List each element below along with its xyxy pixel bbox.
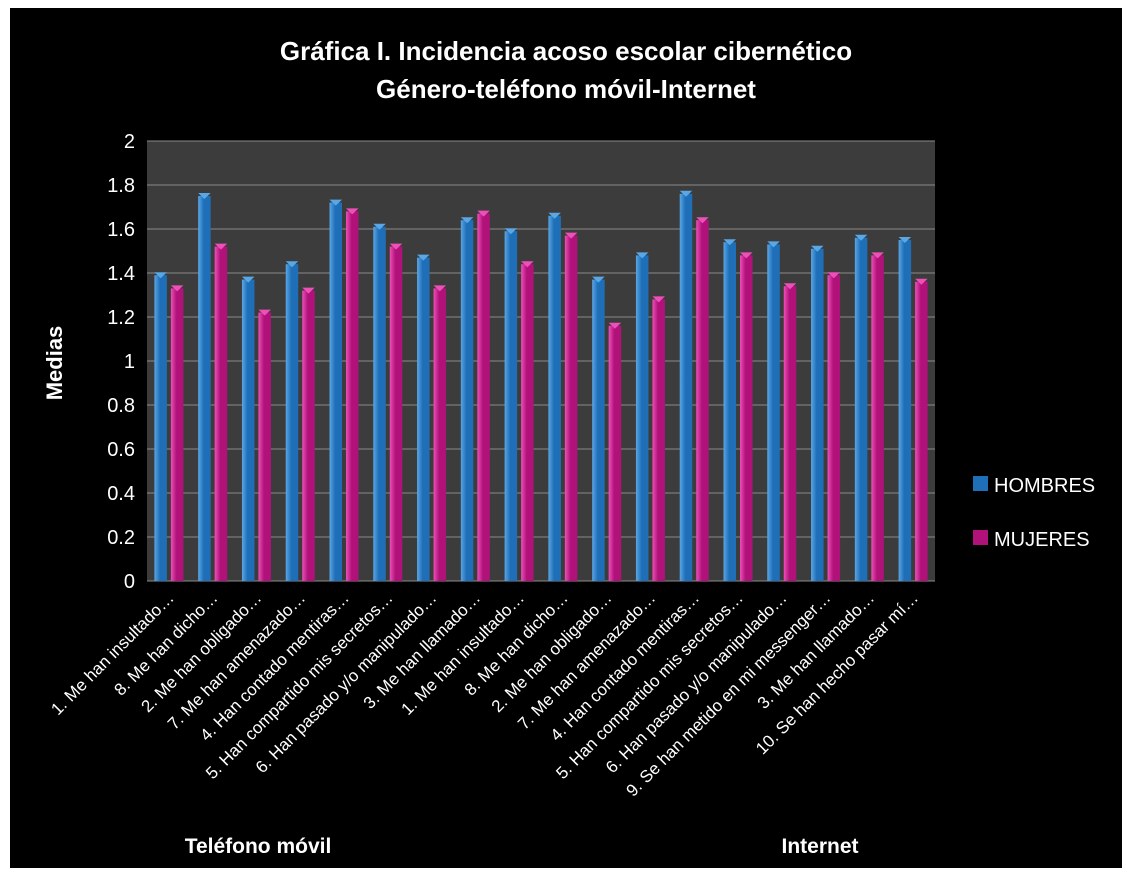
- bar-mujeres: [696, 220, 709, 581]
- bar-mujeres: [783, 286, 797, 581]
- legend-label-mujeres: MUJERES: [994, 529, 1090, 551]
- bar-hombres: [679, 193, 693, 582]
- bar-mujeres: [652, 299, 665, 581]
- bar-hombres: [811, 248, 824, 582]
- chart-svg: Gráfica I. Incidencia acoso escolar cibe…: [42, 36, 1095, 858]
- y-tick-label: 1.2: [107, 307, 135, 329]
- bar-hombres: [198, 196, 211, 581]
- bar-mujeres: [433, 288, 447, 581]
- bar-mujeres: [258, 312, 271, 581]
- bar-mujeres: [915, 281, 928, 581]
- bar-mujeres-cap: [302, 287, 315, 294]
- bar-mujeres-cap: [214, 243, 228, 250]
- bar-mujeres-cap: [871, 252, 884, 259]
- bar-hombres: [504, 231, 518, 581]
- group-label-internet: Internet: [781, 835, 858, 858]
- bar-mujeres: [389, 246, 403, 581]
- chart-title: Gráfica I. Incidencia acoso escolar cibe…: [280, 36, 852, 66]
- y-tick-label: 0.2: [107, 527, 135, 549]
- bar-mujeres: [477, 213, 490, 581]
- bar-hombres-cap: [679, 190, 693, 197]
- bar-hombres: [635, 255, 649, 581]
- bar-hombres-cap: [198, 193, 211, 199]
- chart-subtitle: Género-teléfono móvil-Internet: [376, 74, 756, 104]
- bar-mujeres: [346, 211, 359, 581]
- bar-mujeres-cap: [608, 322, 622, 329]
- bar-mujeres-cap: [915, 278, 928, 285]
- bar-hombres-cap: [460, 217, 474, 224]
- bar-mujeres: [871, 255, 884, 581]
- bar-hombres: [898, 240, 912, 581]
- bar-hombres: [592, 279, 605, 581]
- y-tick-label: 0.6: [107, 439, 135, 461]
- bar-hombres-cap: [329, 199, 342, 206]
- bar-mujeres-cap: [346, 208, 359, 215]
- bar-mujeres: [170, 288, 184, 581]
- bar-mujeres-cap: [433, 285, 447, 292]
- x-axis-labels: 1. Me han insultado…8. Me han dicho…2. M…: [47, 588, 922, 800]
- bar-hombres: [285, 264, 299, 581]
- legend-label-hombres: HOMBRES: [994, 475, 1095, 497]
- bar-hombres-cap: [504, 228, 518, 235]
- grid-lines: [147, 140, 935, 582]
- bar-mujeres-cap: [696, 217, 709, 224]
- bar-hombres-cap: [723, 239, 736, 246]
- bar-mujeres-cap: [170, 285, 184, 292]
- bar-mujeres: [827, 275, 841, 581]
- bar-hombres: [241, 279, 255, 581]
- y-tick-label: 1.8: [107, 175, 135, 197]
- bar-mujeres-cap: [389, 243, 403, 250]
- bar-mujeres-cap: [477, 210, 490, 217]
- bar-hombres-cap: [635, 252, 649, 259]
- bar-mujeres-cap: [521, 261, 534, 268]
- bar-mujeres: [521, 264, 534, 581]
- bar-hombres: [329, 202, 342, 581]
- legend: HOMBRES MUJERES: [973, 475, 1095, 551]
- y-tick-label: 0.8: [107, 395, 135, 417]
- bar-hombres: [460, 220, 474, 581]
- y-tick-label: 0.4: [107, 483, 135, 505]
- bar-mujeres: [302, 290, 315, 581]
- bar-hombres: [154, 275, 167, 581]
- y-tick-label: 1.6: [107, 219, 135, 241]
- bar-hombres: [417, 257, 430, 581]
- y-tick-label: 0: [124, 571, 135, 593]
- bar-hombres-cap: [898, 237, 912, 243]
- bar-hombres-cap: [417, 254, 430, 261]
- bar-mujeres-cap: [740, 252, 753, 259]
- legend-swatch-mujeres: [973, 530, 988, 545]
- bar-hombres-cap: [811, 245, 824, 252]
- y-axis-title: Medias: [42, 326, 67, 401]
- bar-hombres: [767, 244, 780, 581]
- bar-hombres-cap: [154, 272, 167, 279]
- y-axis-ticks: 0 0.2 0.4 0.6 0.8 1 1.2 1.4 1.6 1.8 2: [107, 131, 135, 593]
- bar-hombres-cap: [373, 223, 386, 230]
- bar-hombres-cap: [241, 276, 255, 283]
- legend-swatch-hombres: [973, 476, 988, 491]
- bar-mujeres: [564, 235, 578, 581]
- bar-hombres-cap: [592, 276, 605, 283]
- bar-mujeres-cap: [652, 296, 665, 303]
- y-tick-label: 1: [124, 351, 135, 373]
- bar-mujeres-cap: [827, 272, 841, 279]
- bar-mujeres: [214, 246, 228, 581]
- y-tick-label: 1.4: [107, 263, 135, 285]
- bar-mujeres-cap: [258, 309, 271, 316]
- bar-hombres-cap: [767, 241, 780, 248]
- chart-frame: Gráfica I. Incidencia acoso escolar cibe…: [10, 8, 1122, 868]
- bar-mujeres: [740, 255, 753, 581]
- bar-mujeres: [608, 325, 622, 581]
- bar-hombres: [723, 242, 736, 581]
- bar-hombres-cap: [854, 234, 868, 241]
- bar-mujeres-cap: [783, 283, 797, 290]
- bar-hombres: [548, 215, 561, 582]
- group-label-telefono-movil: Teléfono móvil: [185, 835, 332, 858]
- bar-hombres: [854, 237, 868, 582]
- bar-hombres-cap: [548, 212, 561, 219]
- y-tick-label: 2: [124, 131, 135, 153]
- bar-hombres: [373, 226, 386, 582]
- bar-mujeres-cap: [564, 232, 578, 239]
- bar-hombres-cap: [285, 261, 299, 268]
- bars: [154, 190, 928, 582]
